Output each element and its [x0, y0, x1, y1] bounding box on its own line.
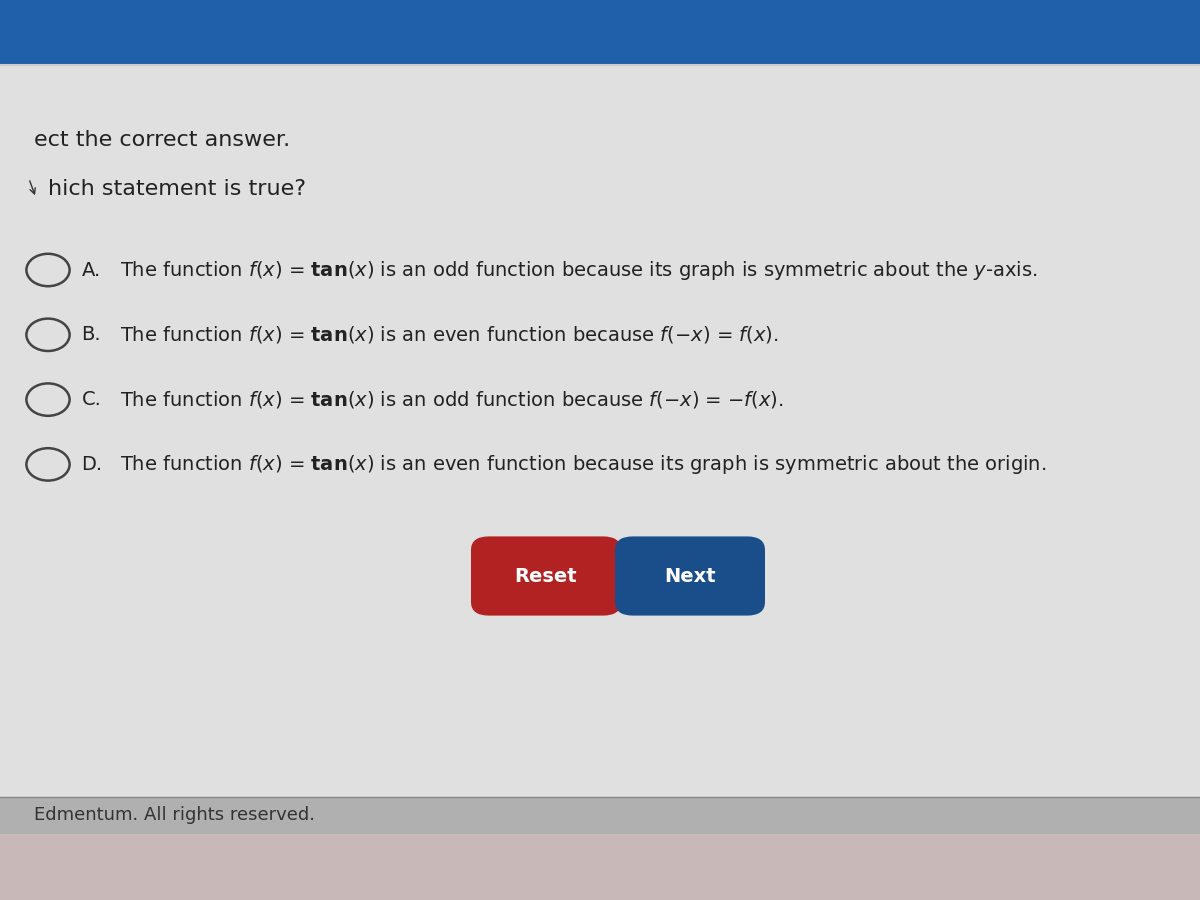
- Text: ect the correct answer.: ect the correct answer.: [34, 130, 289, 149]
- Text: B.: B.: [82, 325, 101, 345]
- Text: Edmentum. All rights reserved.: Edmentum. All rights reserved.: [34, 806, 314, 824]
- Text: A.: A.: [82, 260, 101, 280]
- Text: The function $\mathit{f}(\mathit{x})$ = $\mathbf{tan}(\mathit{x})$ is an odd fun: The function $\mathit{f}(\mathit{x})$ = …: [120, 389, 784, 410]
- FancyBboxPatch shape: [0, 0, 1200, 65]
- Text: Next: Next: [664, 566, 716, 586]
- FancyBboxPatch shape: [0, 834, 1200, 900]
- FancyBboxPatch shape: [616, 536, 766, 616]
- Text: The function $\mathit{f}(\mathit{x})$ = $\mathbf{tan}(\mathit{x})$ is an even fu: The function $\mathit{f}(\mathit{x})$ = …: [120, 324, 779, 346]
- Text: The function $\mathit{f}(\mathit{x})$ = $\mathbf{tan}(\mathit{x})$ is an even fu: The function $\mathit{f}(\mathit{x})$ = …: [120, 453, 1046, 476]
- FancyBboxPatch shape: [0, 796, 1200, 834]
- Text: C.: C.: [82, 390, 102, 410]
- FancyBboxPatch shape: [470, 536, 622, 616]
- Text: The function $\mathit{f}(\mathit{x})$ = $\mathbf{tan}(\mathit{x})$ is an odd fun: The function $\mathit{f}(\mathit{x})$ = …: [120, 258, 1037, 282]
- Text: Reset: Reset: [515, 566, 577, 586]
- FancyBboxPatch shape: [0, 65, 1200, 796]
- Text: hich statement is true?: hich statement is true?: [48, 179, 306, 199]
- Text: D.: D.: [82, 454, 103, 474]
